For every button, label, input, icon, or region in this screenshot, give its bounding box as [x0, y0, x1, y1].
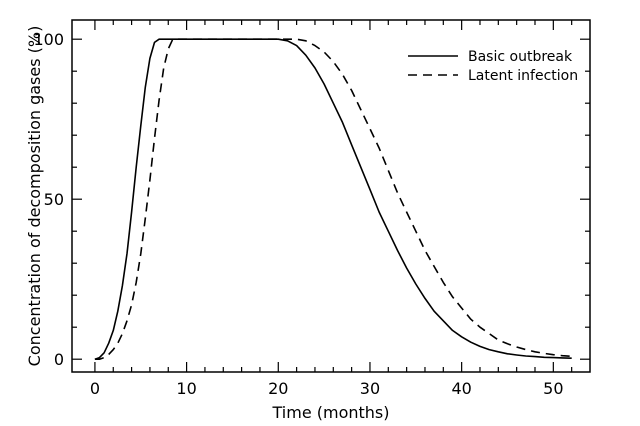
legend: Basic outbreak Latent infection	[408, 49, 578, 84]
x-tick-label: 10	[176, 379, 196, 398]
x-tick-label: 0	[90, 379, 100, 398]
y-tick-label: 100	[33, 30, 64, 49]
legend-label-latent-infection: Latent infection	[468, 68, 578, 84]
series-line-latent-infection	[94, 38, 572, 360]
x-tick-label: 30	[360, 379, 380, 398]
x-axis-label: Time (months)	[272, 403, 390, 422]
plot-lines	[94, 38, 572, 360]
plot-frame	[71, 19, 591, 373]
y-tick-label: 0	[54, 350, 64, 369]
x-tick-label: 20	[268, 379, 288, 398]
y-axis-label: Concentration of decomposition gases (%)	[25, 26, 44, 367]
x-tick-label: 40	[451, 379, 471, 398]
axis-ticks	[72, 20, 590, 372]
series-line-basic-outbreak	[94, 38, 572, 360]
legend-label-basic-outbreak: Basic outbreak	[468, 49, 573, 65]
tick-labels: 0 10 20 30 40 50 0 50 100	[33, 30, 563, 398]
x-tick-label: 50	[543, 379, 563, 398]
y-tick-label: 50	[44, 190, 64, 209]
